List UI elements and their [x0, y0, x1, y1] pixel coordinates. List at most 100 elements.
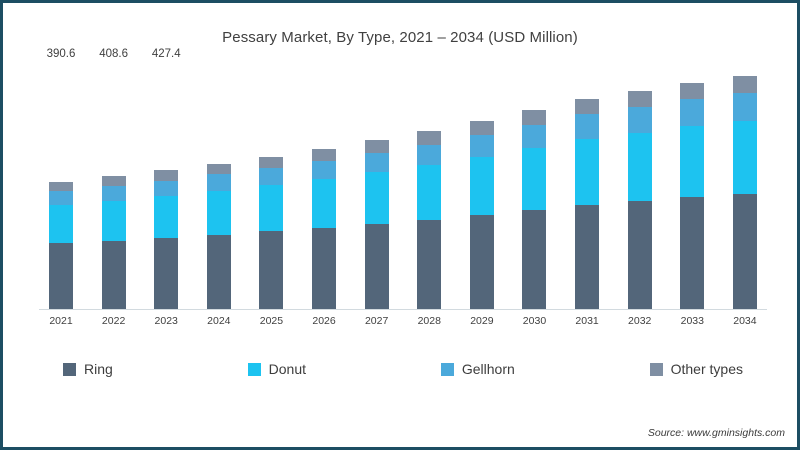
bar-segment-donut	[101, 200, 126, 241]
bar-segment-ring	[312, 227, 337, 309]
source-attribution: Source: www.gminsights.com	[647, 427, 785, 439]
bar-segment-other-types	[154, 170, 179, 181]
bar-column[interactable]	[680, 65, 705, 309]
bar-segment-gellhorn	[522, 125, 547, 149]
bar-segment-donut	[312, 178, 337, 228]
x-axis-tick-label: 2030	[522, 315, 547, 327]
bar-segment-ring	[364, 224, 389, 309]
bar-segment-ring	[627, 200, 652, 309]
bar-segment-other-types	[627, 90, 652, 108]
x-axis-tick-label: 2024	[207, 315, 231, 327]
bar-segment-gellhorn	[680, 99, 705, 127]
legend-swatch-icon	[649, 362, 663, 376]
bar-segment-donut	[680, 126, 705, 198]
x-axis-tick-label: 2029	[470, 315, 494, 327]
bar-segment-donut	[469, 157, 494, 216]
bar-column[interactable]	[417, 65, 442, 309]
legend-label: Gellhorn	[461, 361, 515, 377]
bar-segment-other-types	[364, 140, 389, 153]
bar-segment-donut	[732, 120, 757, 194]
bar-segment-gellhorn	[575, 114, 600, 139]
x-axis-tick-label: 2026	[312, 315, 336, 327]
bar-column[interactable]	[206, 65, 231, 309]
legend-item-other-types[interactable]: Other types	[649, 361, 743, 377]
bar-segment-ring	[575, 204, 600, 309]
bar-segment-donut	[154, 196, 179, 238]
bar-segment-ring	[101, 240, 126, 309]
chart-title: Pessary Market, By Type, 2021 – 2034 (US…	[222, 29, 578, 46]
x-axis-tick-label: 2031	[575, 315, 599, 327]
x-axis-tick-label: 2028	[417, 315, 441, 327]
bar-segment-gellhorn	[312, 160, 337, 179]
bar-segment-donut	[417, 164, 442, 220]
x-axis-labels: 2021 2022 2023 2024 2025 2026 2027 2028 2029 2030…	[43, 315, 763, 327]
bar-segment-donut	[259, 185, 284, 232]
x-axis-tick-label: 2025	[259, 315, 284, 327]
bar-column[interactable]	[575, 65, 600, 309]
bar-segment-donut	[206, 190, 231, 235]
bar-segment-gellhorn	[469, 135, 494, 158]
bar-segment-other-types	[575, 98, 600, 115]
bar-column[interactable]: 408.6	[99, 48, 128, 309]
bar-segment-other-types	[312, 148, 337, 161]
x-axis-tick-label: 2021	[49, 315, 73, 327]
bar-segment-other-types	[259, 156, 284, 168]
bar-column[interactable]: 390.6	[47, 48, 75, 309]
bar-segment-gellhorn	[627, 107, 652, 133]
bar-segment-donut	[522, 148, 547, 211]
bar-column[interactable]	[364, 65, 389, 309]
bar-segment-ring	[417, 219, 442, 309]
bar-column[interactable]	[469, 65, 494, 309]
bar-column[interactable]	[312, 65, 337, 309]
bar-value-label: 427.4	[151, 48, 181, 60]
bar-segment-other-types	[49, 182, 73, 192]
x-axis-tick-label: 2032	[628, 315, 652, 327]
bar-segment-other-types	[469, 121, 494, 136]
bar-segment-other-types	[206, 163, 231, 175]
bar-segment-ring	[49, 243, 73, 309]
x-axis-tick-label: 2034	[733, 315, 757, 327]
bar-segment-gellhorn	[49, 191, 73, 206]
bar-segment-ring	[680, 197, 705, 309]
legend-item-gellhorn[interactable]: Gellhorn	[440, 361, 515, 377]
legend-label: Donut	[268, 361, 306, 377]
legend-swatch-icon	[440, 362, 454, 376]
bar-segment-ring	[154, 237, 179, 309]
bar-segment-gellhorn	[732, 92, 757, 121]
bar-segment-gellhorn	[259, 167, 284, 186]
chart-legend: Ring Donut Gellhorn Other types	[63, 361, 743, 377]
bar-segment-gellhorn	[154, 180, 179, 197]
x-axis-line	[39, 309, 767, 310]
bar-segment-ring	[522, 210, 547, 309]
bar-column[interactable]	[627, 65, 652, 309]
bar-segment-gellhorn	[206, 174, 231, 191]
bar-segment-other-types	[522, 110, 547, 126]
bar-segment-gellhorn	[417, 144, 442, 165]
legend-label: Other types	[670, 361, 743, 377]
legend-item-ring[interactable]: Ring	[63, 361, 113, 377]
bar-segment-donut	[575, 139, 600, 205]
bar-column[interactable]	[259, 65, 284, 309]
bar-segment-donut	[627, 132, 652, 201]
bar-column[interactable]	[522, 65, 547, 309]
bar-segment-donut	[49, 205, 73, 244]
legend-swatch-icon	[63, 362, 76, 376]
bar-value-label: 390.6	[46, 48, 76, 60]
x-axis-tick-label: 2033	[680, 315, 704, 327]
bar-column[interactable]	[732, 65, 757, 309]
bar-segment-ring	[206, 234, 231, 309]
bar-segment-donut	[364, 172, 389, 224]
bar-segment-other-types	[732, 76, 757, 93]
legend-swatch-icon	[247, 362, 261, 376]
bar-segment-other-types	[101, 176, 126, 187]
legend-label: Ring	[84, 361, 113, 377]
plot-area: 390.6 408.6 427.4	[43, 48, 763, 309]
bar-segment-other-types	[680, 82, 705, 100]
bar-segment-ring	[732, 193, 757, 309]
bar-segment-ring	[469, 215, 494, 309]
bar-segment-gellhorn	[101, 186, 126, 201]
bar-value-label: 408.6	[99, 48, 128, 60]
bar-column[interactable]: 427.4	[152, 48, 181, 309]
legend-item-donut[interactable]: Donut	[247, 361, 306, 377]
